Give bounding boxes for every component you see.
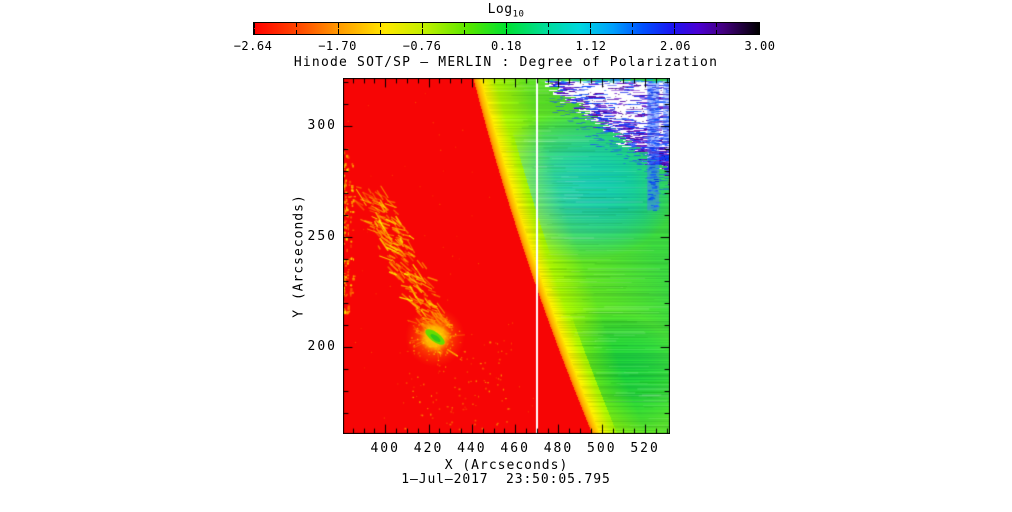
colorbar-tick-label-4: 1.12: [575, 39, 607, 53]
colorbar-title-subscript: 10: [512, 9, 525, 20]
y-tick-label-200: 200: [307, 338, 337, 354]
colorbar-tick: [253, 23, 255, 28]
colorbar-tick: [548, 23, 550, 27]
colorbar-tick: [674, 23, 676, 28]
x-tick-label-460: 460: [500, 441, 530, 456]
y-axis-label: Y (Arcseconds): [291, 194, 307, 318]
colorbar-tick: [295, 23, 297, 27]
x-axis-label: X (Arcseconds): [444, 458, 569, 473]
timestamp: 1—Jul—2017 23:50:05.795: [401, 472, 611, 487]
colorbar-tick: [463, 30, 465, 34]
colorbar-tick: [590, 23, 592, 28]
colorbar: [253, 22, 760, 35]
colorbar-tick: [295, 30, 297, 34]
x-tick-label-420: 420: [413, 441, 444, 456]
colorbar-tick-label-5: 2.06: [660, 39, 691, 53]
colorbar-tick: [463, 23, 465, 27]
colorbar-tick: [758, 29, 760, 34]
colorbar-tick: [632, 23, 634, 27]
colorbar-tick: [253, 29, 255, 34]
colorbar-tick-label-6: 3.00: [744, 39, 776, 53]
colorbar-tick: [506, 29, 507, 34]
colorbar-tick: [337, 29, 339, 34]
colorbar-tick: [590, 29, 592, 34]
colorbar-tick: [506, 23, 507, 28]
y-tick-label-250: 250: [307, 228, 337, 244]
colorbar-tick-label-1: −1.70: [318, 39, 357, 53]
y-tick-label-300: 300: [307, 118, 337, 134]
colorbar-tick: [379, 30, 381, 34]
colorbar-tick: [716, 23, 718, 27]
colorbar-tick: [674, 29, 676, 34]
x-tick-label-440: 440: [457, 441, 487, 456]
colorbar-tick: [421, 29, 423, 34]
colorbar-tick: [632, 30, 634, 34]
colorbar-title: Log10: [0, 2, 1012, 20]
colorbar-tick-label-2: −0.76: [402, 39, 442, 53]
colorbar-tick-label-3: 0.18: [491, 39, 522, 53]
colorbar-tick: [337, 23, 339, 28]
x-tick-label-500: 500: [587, 441, 617, 456]
x-tick-label-480: 480: [543, 441, 574, 456]
colorbar-tick: [379, 23, 381, 27]
colorbar-tick: [421, 23, 423, 28]
polarization-map-canvas: [343, 78, 670, 434]
colorbar-tick-label-0: −2.64: [233, 39, 273, 53]
colorbar-title-text: Log: [487, 2, 513, 17]
plot-title: Hinode SOT/SP — MERLIN : Degree of Polar…: [293, 55, 719, 70]
colorbar-tick: [758, 23, 760, 28]
colorbar-tick: [716, 30, 718, 34]
x-tick-label-400: 400: [370, 441, 400, 456]
x-tick-label-520: 520: [630, 441, 660, 456]
colorbar-tick: [548, 30, 550, 34]
